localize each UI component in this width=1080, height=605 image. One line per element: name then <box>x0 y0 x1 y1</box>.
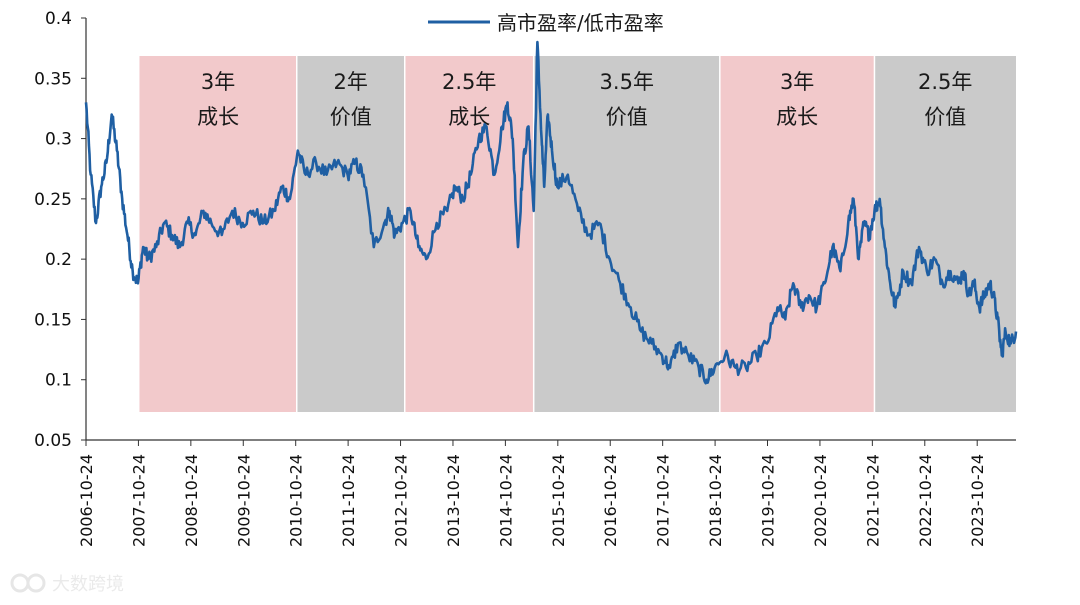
region-4-band <box>719 56 875 412</box>
watermark-text: 大数跨境 <box>52 574 124 595</box>
y-tick-label-0: 0.05 <box>34 431 72 451</box>
y-tick-label-2: 0.15 <box>34 310 72 330</box>
x-tick-label-12: 2018-10-24 <box>706 454 725 547</box>
x-tick-label-9: 2015-10-24 <box>549 454 568 547</box>
y-tick-label-5: 0.3 <box>45 130 72 150</box>
x-tick-label-7: 2013-10-24 <box>444 454 463 547</box>
region-5-band <box>874 56 1016 412</box>
brand-logo-icon <box>10 573 46 593</box>
x-tick-label-3: 2009-10-24 <box>234 454 253 547</box>
x-tick-label-17: 2023-10-24 <box>968 454 987 547</box>
watermark: 大数跨境 <box>10 573 124 595</box>
region-1-duration: 2年 <box>334 70 368 94</box>
x-tick-label-11: 2017-10-24 <box>654 454 673 547</box>
x-tick-label-1: 2007-10-24 <box>129 454 148 547</box>
series-line-0 <box>84 40 1018 385</box>
legend-label: 高市盈率/低市盈率 <box>497 11 664 35</box>
axes: 0.05 0.1 0.15 0.2 0.25 0.3 0.35 0.4 2006-10-24 20… <box>34 9 1016 547</box>
x-tick-label-8: 2014-10-24 <box>496 454 515 547</box>
x-tick-label-16: 2022-10-24 <box>916 454 935 547</box>
region-4-duration: 3年 <box>780 70 814 94</box>
region-5-duration: 2.5年 <box>918 70 972 94</box>
region-4-style: 成长 <box>776 105 818 129</box>
x-tick-label-6: 2012-10-24 <box>392 454 411 547</box>
series-group <box>84 40 1018 385</box>
x-tick-label-0: 2006-10-24 <box>77 454 96 547</box>
x-tick-label-13: 2019-10-24 <box>759 454 778 547</box>
region-1-band <box>296 56 405 412</box>
y-tick-label-1: 0.1 <box>45 371 72 391</box>
y-tick-label-7: 0.4 <box>45 9 72 29</box>
region-3-band <box>533 56 720 412</box>
region-3-duration: 3.5年 <box>600 70 654 94</box>
region-2-duration: 2.5年 <box>442 70 496 94</box>
x-tick-label-14: 2020-10-24 <box>811 454 830 547</box>
legend: 高市盈率/低市盈率 <box>428 11 664 35</box>
x-tick-label-4: 2010-10-24 <box>287 454 306 547</box>
x-tick-label-5: 2011-10-24 <box>339 454 358 547</box>
x-tick-label-10: 2016-10-24 <box>601 454 620 547</box>
y-tick-label-6: 0.35 <box>34 69 72 89</box>
region-1-style: 价值 <box>330 105 372 129</box>
region-5-style: 价值 <box>924 105 966 129</box>
region-3-style: 价值 <box>606 105 648 129</box>
region-0-duration: 3年 <box>201 70 235 94</box>
y-tick-label-4: 0.25 <box>34 190 72 210</box>
x-tick-label-15: 2021-10-24 <box>863 454 882 547</box>
region-0-style: 成长 <box>197 105 239 129</box>
region-2-band <box>404 56 534 412</box>
x-tick-label-2: 2008-10-24 <box>182 454 201 547</box>
y-tick-label-3: 0.2 <box>45 250 72 270</box>
